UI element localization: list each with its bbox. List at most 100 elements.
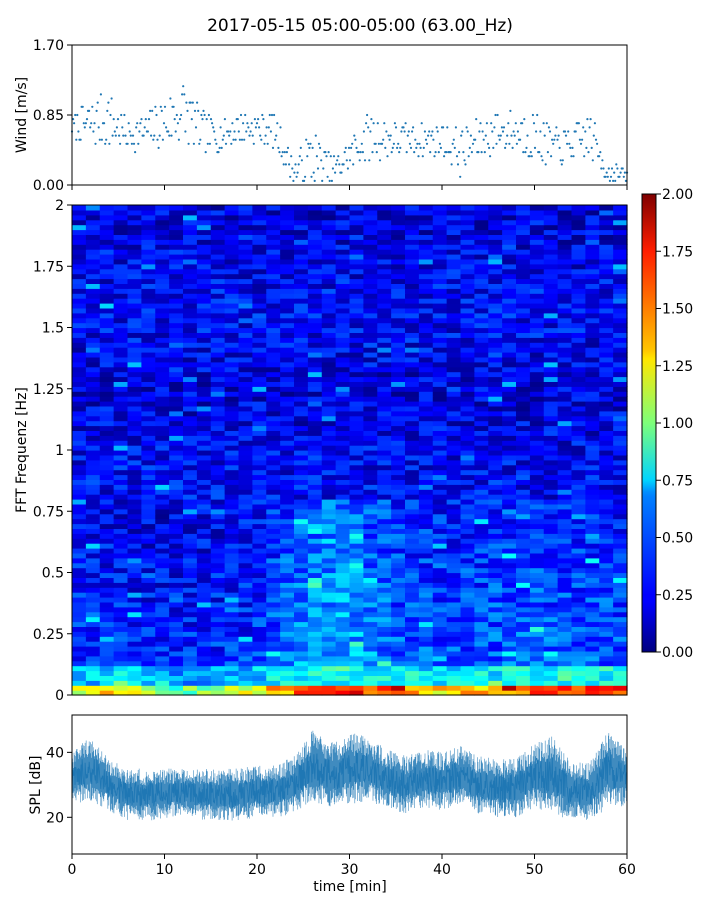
spectrogram-cell [460, 415, 475, 422]
spectrogram-cell [418, 322, 434, 329]
spectrogram-cell [335, 690, 351, 696]
spectrogram-cell [307, 562, 323, 569]
spectrogram-cell [99, 552, 115, 559]
spectrogram-cell [349, 499, 364, 505]
spectrogram-cell [585, 621, 600, 627]
spectrogram-cell [238, 303, 253, 309]
spectrogram-cell [349, 685, 364, 691]
spectrogram-cell [196, 665, 212, 672]
spectrogram-cell [543, 641, 559, 647]
spectrogram-cell [599, 621, 614, 627]
spectrogram-cell [307, 371, 323, 378]
wind-point [123, 113, 126, 117]
spectrogram-cell [266, 258, 281, 265]
spectrogram-cell [169, 405, 184, 412]
spectrogram-cell [613, 523, 628, 529]
spectrogram-cell [432, 303, 448, 309]
spectrogram-cell [391, 224, 406, 231]
spectrogram-cell [613, 508, 628, 515]
spectrogram-cell [543, 479, 559, 485]
spectrogram-cell [85, 680, 101, 686]
spectrogram-cell [391, 263, 406, 270]
spectrogram-cell [99, 454, 115, 461]
spectrogram-cell [294, 543, 309, 549]
spectrogram-cell [294, 347, 309, 353]
spectrogram-cell [321, 405, 337, 412]
spectrogram-cell [266, 665, 281, 672]
spectrogram-cell [488, 386, 503, 392]
spectrogram-cell [252, 577, 267, 583]
spectrogram-cell [307, 538, 323, 544]
spectrogram-cell [321, 557, 337, 564]
spectrogram-cell [280, 258, 295, 265]
spectrogram-cell [335, 268, 351, 275]
spectrogram-cell [169, 293, 184, 299]
spectrogram-cell [529, 205, 545, 211]
wind-axes-frame [71, 44, 628, 186]
spectrogram-cell [474, 474, 489, 480]
spectrogram-cell [613, 209, 628, 216]
spectrogram-cell [280, 685, 295, 691]
spectrogram-cell [335, 543, 351, 549]
spectrogram-cell [155, 337, 170, 343]
spectrogram-cell [266, 499, 281, 505]
spectrogram-cell [488, 440, 503, 446]
spectrogram-cell [391, 283, 406, 289]
spectrogram-cell [266, 641, 281, 647]
wind-point [412, 126, 415, 129]
spectrogram-cell [85, 249, 101, 255]
spectrogram-cell [613, 454, 628, 461]
spectrogram-cell [321, 386, 337, 392]
spectrogram-cell [613, 479, 628, 485]
wind-point [367, 126, 370, 129]
spectrogram-cell [613, 548, 628, 554]
spectrogram-cell [183, 386, 198, 392]
spectrogram-cell [127, 209, 142, 216]
spectrogram-cell [85, 454, 101, 461]
spectrogram-cell [85, 278, 101, 284]
spectrogram-cell [391, 616, 406, 623]
spectrogram-cell [183, 450, 198, 456]
spectrogram-cell [585, 356, 600, 363]
spectrogram-cell [99, 494, 115, 500]
spectrogram-cell [72, 219, 87, 226]
spectrogram-cell [210, 646, 226, 652]
spectrogram-cell [571, 381, 586, 387]
spectrogram-cell [363, 459, 378, 466]
spectrogram-cell [349, 611, 364, 618]
spectrogram-cell [99, 577, 115, 583]
spectrogram-cell [418, 440, 434, 446]
wind-point [344, 146, 347, 149]
spectrogram-cell [349, 523, 364, 529]
spectrogram-cell [599, 435, 614, 441]
spectrogram-cell [488, 538, 503, 544]
spectrogram-cell [196, 307, 212, 314]
spectrogram-cell [224, 219, 240, 226]
wind-point [91, 105, 94, 108]
spectrogram-cell [349, 219, 364, 226]
spectrogram-cell [460, 582, 475, 588]
spectrogram-cell [488, 650, 503, 657]
spectrogram-cell [99, 219, 115, 226]
wind-point [283, 151, 286, 154]
spectrogram-cell [571, 464, 586, 471]
spectrogram-cell [127, 680, 142, 686]
spectrogram-cell [266, 582, 281, 588]
spectrogram-cell [502, 244, 517, 250]
spectrogram-cell [169, 425, 184, 431]
spectrogram-cell [377, 454, 392, 461]
spectrogram-cell [377, 342, 392, 348]
spectrogram-cell [99, 322, 115, 329]
spectrogram-cell [516, 376, 531, 382]
spectrogram-cell [183, 263, 198, 270]
spectrogram-cell [321, 258, 337, 265]
spectrogram-cell [446, 680, 462, 686]
spectrogram-cell [363, 513, 378, 520]
spectrogram-cell [85, 410, 101, 417]
spectrogram-cell [127, 396, 142, 402]
spectrogram-cell [210, 303, 226, 309]
spectrogram-cell [99, 410, 115, 417]
spectrogram-cell [529, 342, 545, 348]
spectrogram-cell [405, 606, 420, 613]
spectrogram-cell [529, 670, 545, 676]
